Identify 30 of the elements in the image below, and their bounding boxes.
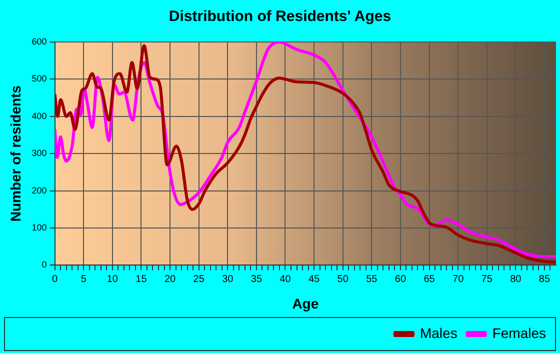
- x-tick-label: 0: [52, 274, 58, 285]
- x-tick-label: 45: [308, 274, 320, 285]
- y-tick-label: 100: [32, 222, 47, 232]
- x-tick-label: 15: [136, 274, 148, 285]
- x-tick-label: 25: [193, 274, 205, 285]
- x-tick-label: 10: [106, 274, 118, 285]
- x-tick-label: 40: [280, 274, 292, 285]
- y-tick-label: 400: [32, 110, 47, 121]
- x-tick-label: 55: [366, 274, 378, 285]
- x-tick-label: 60: [394, 274, 406, 285]
- chart-title: Distribution of Residents' Ages: [168, 8, 392, 26]
- legend-label: Females: [492, 324, 546, 341]
- x-tick-label: 70: [452, 274, 464, 285]
- y-tick-label: 600: [32, 36, 47, 46]
- x-tick-label: 75: [481, 274, 493, 285]
- x-axis-title: Age: [292, 295, 319, 312]
- y-tick-label: 300: [32, 148, 47, 158]
- x-tick-label: 5: [80, 274, 87, 285]
- x-tick-label: 85: [538, 274, 550, 285]
- x-tick-label: 50: [337, 274, 349, 285]
- x-tick-label: 80: [510, 274, 522, 285]
- x-tick-label: 65: [424, 274, 436, 285]
- y-axis-title: Number of residents: [7, 85, 24, 222]
- legend-label: Males: [420, 324, 458, 341]
- y-tick-label: 200: [32, 185, 47, 196]
- y-tick-label: 500: [32, 74, 47, 84]
- x-tick-label: 20: [164, 274, 176, 285]
- x-tick-label: 35: [250, 274, 262, 285]
- x-tick-label: 30: [222, 274, 234, 285]
- y-tick-label: 0: [42, 260, 47, 270]
